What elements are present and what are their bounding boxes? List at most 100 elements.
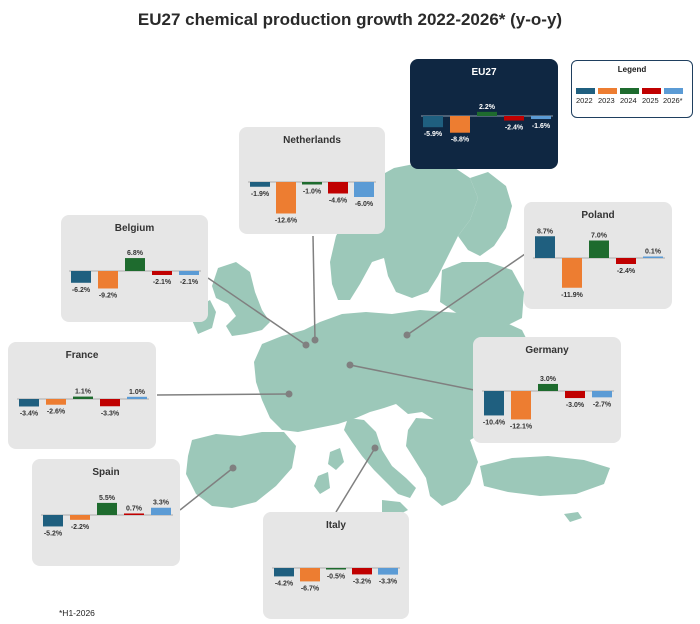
data-label-netherlands-2022: -1.9% bbox=[251, 191, 270, 198]
data-label-poland-2025: -2.4% bbox=[617, 268, 636, 275]
data-label-eu27-2025: -2.4% bbox=[505, 125, 524, 132]
bar-netherlands-2024 bbox=[302, 182, 322, 185]
bar-eu27-2024 bbox=[477, 111, 497, 116]
data-label-spain-2026: 3.3% bbox=[153, 500, 170, 507]
bar-poland-2022 bbox=[535, 236, 555, 258]
panel-title-netherlands: Netherlands bbox=[283, 135, 341, 146]
panel-title-france: France bbox=[65, 350, 99, 361]
data-label-netherlands-2024: -1.0% bbox=[303, 189, 322, 196]
data-label-belgium-2023: -9.2% bbox=[99, 292, 118, 299]
chart-belgium: -6.2% -9.2% 6.8% -2.1% -2.1% bbox=[69, 250, 201, 299]
bar-germany-2024 bbox=[538, 383, 558, 391]
panel-eu27: EU27 -5.9% -8.8% 2.2% -2.4% -1.6% bbox=[410, 59, 558, 169]
data-label-eu27-2023: -8.8% bbox=[451, 137, 470, 144]
data-label-italy-2024: -0.5% bbox=[327, 574, 346, 581]
panel-title-belgium: Belgium bbox=[114, 223, 155, 234]
panel-title-italy: Italy bbox=[325, 520, 346, 531]
chart-poland: 8.7% -11.9% 7.0% -2.4% 0.1% bbox=[533, 228, 665, 299]
data-label-belgium-2022: -6.2% bbox=[72, 287, 91, 294]
data-label-poland-2024: 7.0% bbox=[591, 233, 608, 240]
data-label-poland-2023: -11.9% bbox=[561, 292, 584, 299]
data-label-spain-2023: -2.2% bbox=[71, 524, 90, 531]
data-label-netherlands-2023: -12.6% bbox=[275, 218, 298, 225]
panel-title-poland: Poland bbox=[581, 210, 615, 221]
legend-label-2023: 2023 bbox=[598, 96, 615, 105]
data-label-belgium-2024: 6.8% bbox=[127, 250, 144, 257]
legend-label-2022: 2022 bbox=[576, 96, 593, 105]
chart-netherlands: -1.9% -12.6% -1.0% -4.6% -6.0% bbox=[248, 181, 376, 225]
bar-germany-2022 bbox=[484, 391, 504, 416]
data-label-italy-2026: -3.3% bbox=[379, 579, 398, 586]
bar-spain-2022 bbox=[43, 515, 63, 527]
panel-belgium: Belgium -6.2% -9.2% 6.8% -2.1% -2.1% bbox=[61, 215, 208, 322]
data-label-belgium-2026: -2.1% bbox=[180, 279, 199, 286]
data-label-spain-2025: 0.7% bbox=[126, 505, 143, 512]
bar-poland-2024 bbox=[589, 240, 609, 258]
bar-italy-2024 bbox=[326, 568, 346, 570]
data-label-belgium-2025: -2.1% bbox=[153, 279, 172, 286]
data-label-france-2024: 1.1% bbox=[75, 389, 92, 396]
bar-germany-2023 bbox=[511, 391, 531, 420]
data-label-netherlands-2025: -4.6% bbox=[329, 198, 348, 205]
bar-netherlands-2022 bbox=[250, 182, 270, 187]
bar-spain-2024 bbox=[97, 502, 117, 515]
bar-eu27-2022 bbox=[423, 116, 443, 128]
data-label-france-2025: -3.3% bbox=[101, 410, 120, 417]
data-label-germany-2026: -2.7% bbox=[593, 401, 612, 408]
data-label-france-2026: 1.0% bbox=[129, 389, 146, 396]
legend-label-2025: 2025 bbox=[642, 96, 659, 105]
bar-spain-2023 bbox=[70, 515, 90, 520]
bar-france-2024 bbox=[73, 396, 93, 399]
bar-netherlands-2025 bbox=[328, 182, 348, 194]
data-label-germany-2023: -12.1% bbox=[510, 423, 533, 430]
data-label-france-2023: -2.6% bbox=[47, 409, 66, 416]
panel-title-eu27: EU27 bbox=[471, 67, 497, 78]
bar-belgium-2022 bbox=[71, 271, 91, 283]
panel-italy: Italy -4.2% -6.7% -0.5% -3.2% -3.3% bbox=[263, 512, 409, 619]
legend-swatch-2024 bbox=[620, 88, 639, 94]
legend-label-2026: 2026* bbox=[663, 96, 683, 105]
legend-swatch-2026 bbox=[664, 88, 683, 94]
chart-italy: -4.2% -6.7% -0.5% -3.2% -3.3% bbox=[272, 567, 400, 592]
data-label-eu27-2026: -1.6% bbox=[532, 123, 551, 130]
bar-france-2026 bbox=[127, 396, 147, 399]
panel-spain: Spain -5.2% -2.2% 5.5% 0.7% 3.3% bbox=[32, 459, 180, 566]
bar-germany-2025 bbox=[565, 391, 585, 399]
bar-eu27-2025 bbox=[504, 116, 524, 121]
bar-italy-2026 bbox=[378, 568, 398, 575]
legend-swatch-2023 bbox=[598, 88, 617, 94]
bar-italy-2025 bbox=[352, 568, 372, 575]
bar-italy-2023 bbox=[300, 568, 320, 582]
bar-germany-2026 bbox=[592, 391, 612, 398]
data-label-france-2022: -3.4% bbox=[20, 410, 39, 417]
panel-title-spain: Spain bbox=[92, 467, 120, 478]
bar-poland-2026 bbox=[643, 256, 663, 258]
legend-title: Legend bbox=[617, 65, 647, 74]
bar-belgium-2024 bbox=[125, 258, 145, 271]
bar-belgium-2025 bbox=[152, 271, 172, 275]
data-label-netherlands-2026: -6.0% bbox=[355, 201, 374, 208]
panel-poland: Poland 8.7% -11.9% 7.0% -2.4% 0.1% bbox=[524, 202, 672, 309]
data-label-eu27-2024: 2.2% bbox=[479, 104, 496, 111]
legend-swatch-2022 bbox=[576, 88, 595, 94]
bar-belgium-2026 bbox=[179, 271, 199, 275]
panel-title-germany: Germany bbox=[525, 345, 569, 356]
bar-france-2025 bbox=[100, 399, 120, 407]
bar-italy-2022 bbox=[274, 568, 294, 577]
footnote: *H1-2026 bbox=[59, 608, 95, 618]
bar-france-2022 bbox=[19, 399, 39, 407]
data-label-germany-2024: 3.0% bbox=[540, 376, 557, 383]
chart-spain: -5.2% -2.2% 5.5% 0.7% 3.3% bbox=[41, 495, 173, 537]
bar-netherlands-2026 bbox=[354, 182, 374, 197]
legend-label-2024: 2024 bbox=[620, 96, 637, 105]
bar-eu27-2023 bbox=[450, 116, 470, 133]
chart-title: EU27 chemical production growth 2022-202… bbox=[137, 10, 563, 29]
panel-germany: Germany -10.4% -12.1% 3.0% -3.0% -2.7% bbox=[473, 337, 621, 443]
legend-swatch-2025 bbox=[642, 88, 661, 94]
data-label-germany-2025: -3.0% bbox=[566, 402, 585, 409]
data-label-poland-2026: 0.1% bbox=[645, 249, 662, 256]
data-label-germany-2022: -10.4% bbox=[483, 419, 506, 426]
bar-eu27-2026 bbox=[531, 116, 551, 120]
bar-poland-2023 bbox=[562, 258, 582, 288]
legend: Legend 2022 2023 2024 2025 2026* bbox=[571, 60, 693, 118]
